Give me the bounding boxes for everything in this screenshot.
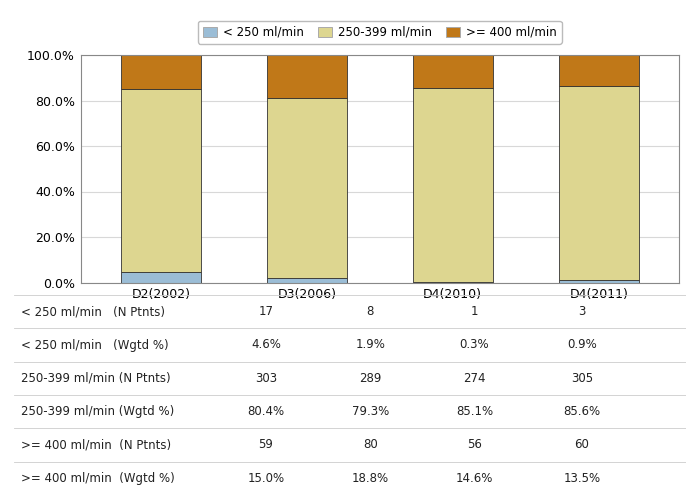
Text: 305: 305: [570, 372, 593, 385]
Bar: [267, 55, 347, 98]
Text: 18.8%: 18.8%: [351, 472, 388, 485]
Text: 289: 289: [359, 372, 382, 385]
Bar: [120, 55, 201, 89]
Bar: [267, 278, 347, 282]
Text: 80.4%: 80.4%: [247, 405, 285, 418]
Text: >= 400 ml/min  (N Ptnts): >= 400 ml/min (N Ptnts): [21, 438, 171, 452]
Bar: [559, 280, 639, 282]
Legend: < 250 ml/min, 250-399 ml/min, >= 400 ml/min: < 250 ml/min, 250-399 ml/min, >= 400 ml/…: [198, 21, 561, 44]
Text: < 250 ml/min   (N Ptnts): < 250 ml/min (N Ptnts): [21, 305, 164, 318]
Text: 274: 274: [463, 372, 486, 385]
Text: 60: 60: [575, 438, 589, 452]
Text: 13.5%: 13.5%: [564, 472, 601, 485]
Text: >= 400 ml/min  (Wgtd %): >= 400 ml/min (Wgtd %): [21, 472, 174, 485]
Text: 250-399 ml/min (N Ptnts): 250-399 ml/min (N Ptnts): [21, 372, 170, 385]
Text: 56: 56: [467, 438, 482, 452]
Text: 1: 1: [470, 305, 478, 318]
Text: 85.6%: 85.6%: [564, 405, 601, 418]
Text: 3: 3: [578, 305, 585, 318]
Text: 250-399 ml/min (Wgtd %): 250-399 ml/min (Wgtd %): [21, 405, 174, 418]
Bar: [267, 98, 347, 278]
Text: 59: 59: [258, 438, 274, 452]
Bar: [559, 55, 639, 86]
Text: 79.3%: 79.3%: [351, 405, 388, 418]
Bar: [120, 272, 201, 282]
Bar: [559, 86, 639, 280]
Text: 1.9%: 1.9%: [355, 338, 385, 351]
Text: 8: 8: [367, 305, 374, 318]
Bar: [120, 89, 201, 272]
Text: 17: 17: [258, 305, 274, 318]
Text: 4.6%: 4.6%: [251, 338, 281, 351]
Text: 85.1%: 85.1%: [456, 405, 493, 418]
Text: 80: 80: [363, 438, 377, 452]
Text: 14.6%: 14.6%: [456, 472, 493, 485]
Bar: [412, 88, 493, 282]
Text: 0.3%: 0.3%: [459, 338, 489, 351]
Text: < 250 ml/min   (Wgtd %): < 250 ml/min (Wgtd %): [21, 338, 168, 351]
Bar: [412, 55, 493, 88]
Text: 0.9%: 0.9%: [567, 338, 596, 351]
Text: 15.0%: 15.0%: [247, 472, 285, 485]
Text: 303: 303: [255, 372, 277, 385]
